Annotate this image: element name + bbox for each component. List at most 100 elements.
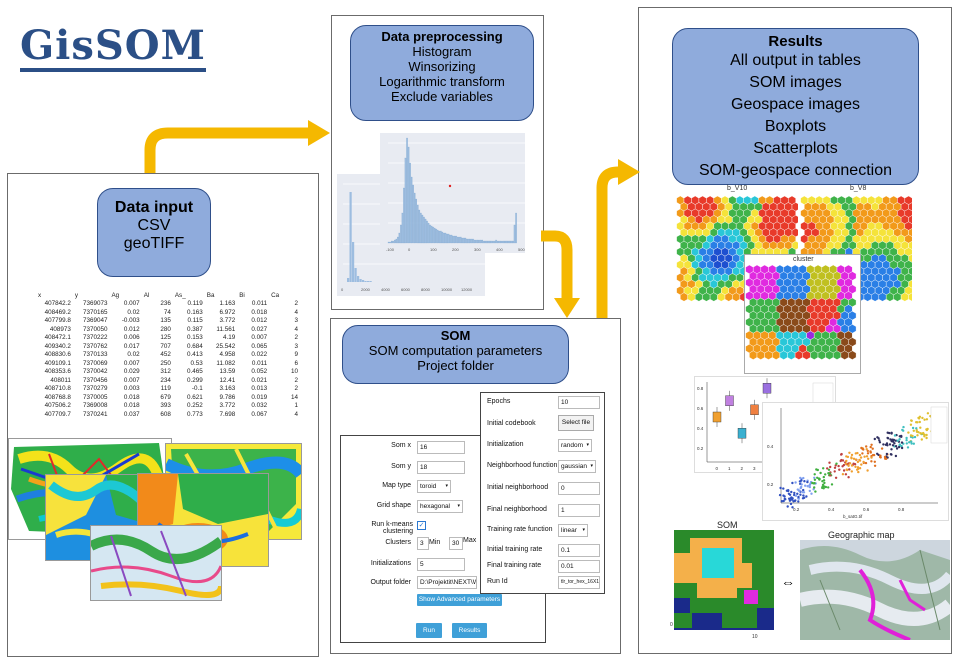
histogram-tick: 8000 [421,287,431,292]
training-rate-function-select[interactable]: linear ▾ [558,524,588,537]
csv-cell: 409340.2 [44,342,71,350]
histogram-bar [354,268,357,282]
csv-cell: 409109.1 [44,359,71,367]
histogram-bar [367,281,370,282]
som-y-input[interactable]: 18 [417,461,465,474]
scatter-point [891,444,895,447]
histogram-bar [467,238,470,244]
scatter-ytick: 0.4 [767,444,774,449]
histogram-tick: 400 [496,247,503,252]
csv-header-row: x y Ag Al As_ Ba Bi Ca [36,291,300,300]
csv-cell: 74 [163,308,171,316]
som-hexagon [756,350,765,360]
output-folder-input[interactable]: D:\Projektit\NEXT\W [417,576,477,589]
scatter-point [841,465,844,468]
initialization-select[interactable]: random ▾ [558,439,592,452]
histogram-bar [487,240,490,244]
histogram-bar [421,214,424,244]
csv-cell: 3.772 [219,317,236,325]
csv-row: 408830.6 7370133 0.02 452 0.413 4.958 0.022 9 [36,351,300,360]
neighborhood-function-select[interactable]: gaussian ▾ [558,460,596,473]
histogram-bar [458,236,460,244]
run-button[interactable]: Run [416,623,442,638]
histogram-bar [438,230,441,244]
initial-training-rate-input[interactable]: 0.1 [558,544,600,557]
csv-cell: 0.007 [251,334,268,342]
csv-cell: 14 [290,393,298,401]
csv-cell: 407506.2 [44,402,71,410]
boxplot-ytick: 0.8 [697,386,704,391]
kmeans-checkbox[interactable]: ✓ [417,521,426,530]
csv-cell: 0.012 [251,317,268,325]
clusters-min-input[interactable]: 3 [417,537,429,550]
initial-neighborhood-input[interactable]: 0 [558,482,600,495]
csv-row: 408011 7370456 0.007 234 0.299 12.41 0.021 2 [36,376,300,385]
scatter-point [925,428,928,431]
csv-cell: 608 [160,410,171,418]
som-x-input[interactable]: 16 [417,441,465,454]
histogram-tick: 2000 [361,287,371,292]
histogram-bar [420,212,422,244]
som-image-b-v10 [676,196,798,308]
csv-cell: 0.413 [187,351,203,359]
initializations-input[interactable]: 5 [417,558,465,571]
csv-row: 408472.1 7370222 0.006 125 0.153 4.19 0.007 2 [36,334,300,343]
clusters-max-label: Max [463,537,477,544]
grid-shape-select[interactable]: hexagonal ▾ [417,500,463,513]
codebook-label: Initial codebook [487,420,536,427]
results-line-som-images: SOM images [749,74,842,91]
histogram-bar [507,240,510,244]
scatter-point [910,440,913,443]
histogram-bar [500,240,502,244]
histogram-bar [483,240,485,244]
scatter-point [790,496,793,499]
run-id-input[interactable]: tlr_tor_hex_16X18 [558,576,600,589]
scatter-point [828,472,832,475]
histogram-bar [424,218,427,244]
final-training-rate-input[interactable]: 0.01 [558,560,600,573]
epochs-input[interactable]: 10 [558,396,600,409]
scatter-point [808,485,811,489]
map-type-select[interactable]: toroid ▾ [417,480,451,493]
scatter-point [794,481,797,484]
show-advanced-button[interactable]: Show Advanced parameters [417,594,502,606]
scatter-legend [930,406,948,444]
som-map-title: SOM [717,520,738,530]
scatter-point [873,460,876,463]
scatter-point [867,457,870,460]
scatter-point [916,434,919,437]
initial-neighborhood-label: Initial neighborhood [487,484,549,491]
scatter-point [910,442,913,445]
geotiff-map-5 [90,525,222,601]
codebook-select-file-button[interactable]: Select file [558,415,594,431]
histogram-bar [469,238,471,244]
histogram-bar [362,280,365,282]
arrowhead-icon [554,298,580,318]
scatter-point [876,436,879,439]
scatter-point [858,453,862,457]
csv-cell: 0.003 [123,385,140,393]
csv-header-cell: y [74,291,79,299]
csv-cell: 7370279 [82,385,108,393]
results-button[interactable]: Results [452,623,487,638]
csv-cell: 707 [160,342,171,350]
csv-cell: 408353.6 [44,368,71,376]
final-neighborhood-input[interactable]: 1 [558,504,600,517]
csv-cell: 0.02 [127,351,140,359]
csv-header-cell: Bi [239,291,245,299]
csv-row: 408469.2 7370165 0.02 74 0.163 6.972 0.018 4 [36,308,300,317]
csv-cell: 119 [160,385,171,393]
chevron-down-icon: ▾ [445,483,448,489]
map-type-label: Map type [382,482,411,489]
csv-cell: 393 [160,402,171,410]
csv-cell: 0.012 [123,325,140,333]
scatter-xtick: 0.2 [793,507,800,512]
scatter-point [814,490,817,493]
csv-cell: 0.052 [251,368,268,376]
histogram-bar [430,225,433,244]
clusters-max-input[interactable]: 30 [449,537,463,550]
scatter-point [796,492,799,495]
initializations-label: Initializations [370,560,411,567]
histogram-bar [418,209,421,244]
scatter-point [813,473,816,476]
